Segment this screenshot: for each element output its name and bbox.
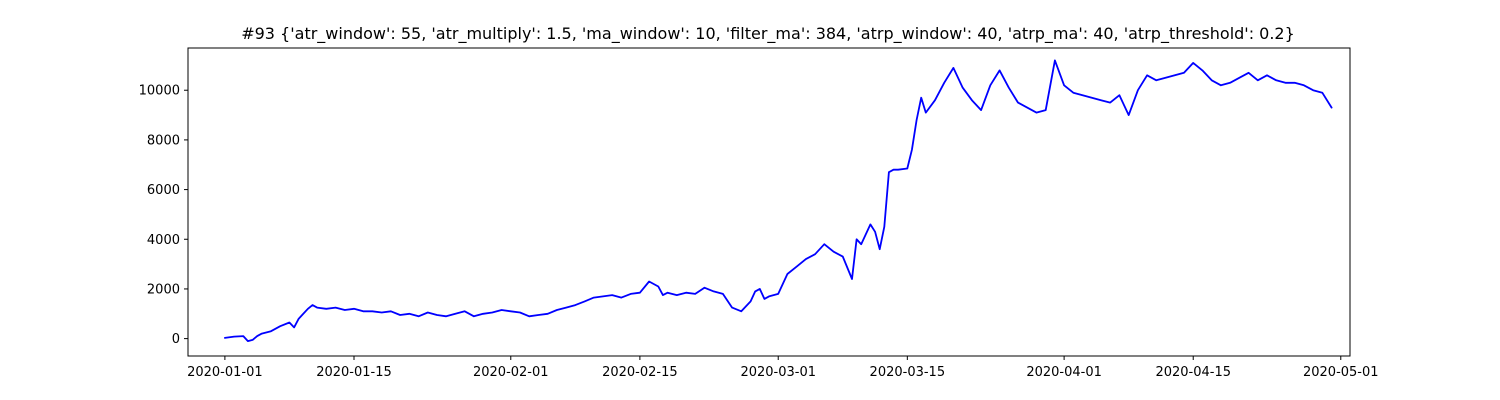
x-tick-label: 2020-04-15: [1155, 365, 1231, 380]
x-tick-label: 2020-05-01: [1303, 365, 1379, 380]
x-tick-label: 2020-03-01: [740, 365, 816, 380]
x-tick-label: 2020-02-01: [473, 365, 549, 380]
series-line: [224, 59, 1333, 342]
y-tick-label: 2000: [147, 282, 180, 297]
chart-title: #93 {'atr_window': 55, 'atr_multiply': 1…: [241, 24, 1295, 44]
y-tick-label: 8000: [147, 133, 180, 148]
x-tick-label: 2020-01-15: [316, 365, 392, 380]
x-tick-label: 2020-02-15: [602, 365, 678, 380]
x-tick-label: 2020-01-01: [187, 365, 263, 380]
y-tick-label: 0: [172, 332, 180, 347]
x-axis: 2020-01-01 2020-01-15 2020-02-01 2020-02-15…: [187, 356, 1379, 380]
plot-frame: [187, 47, 1351, 357]
y-tick-label: 4000: [147, 233, 180, 248]
y-axis: 0 2000 4000 6000 8000 10000: [139, 84, 188, 347]
y-tick-label: 10000: [139, 84, 180, 99]
x-tick-label: 2020-04-01: [1026, 365, 1102, 380]
x-tick-label: 2020-03-15: [870, 365, 946, 380]
y-tick-label: 6000: [147, 183, 180, 198]
